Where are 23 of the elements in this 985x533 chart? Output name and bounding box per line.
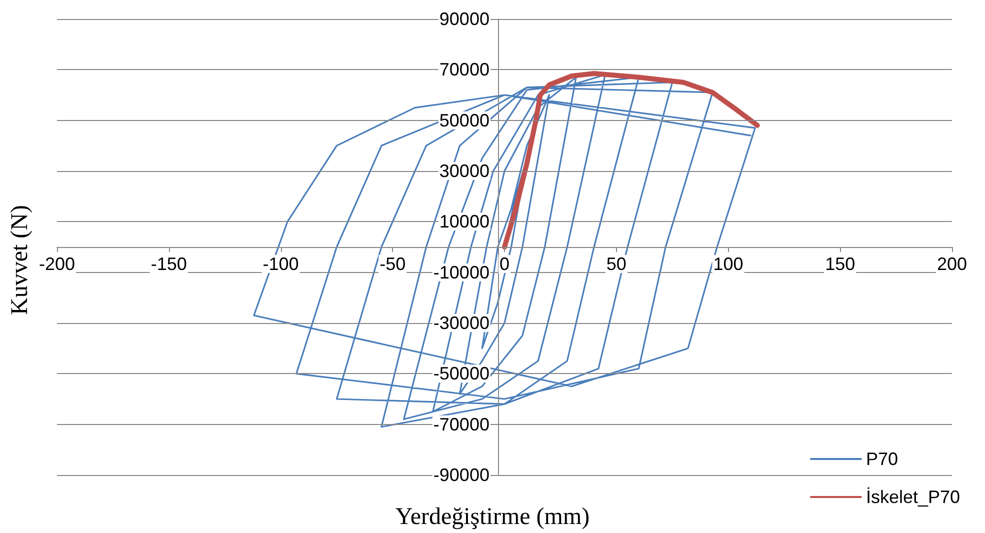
y-tick-label: 10000 [439,212,490,232]
y-tick-label: 70000 [439,60,490,80]
legend-label: İskelet_P70 [866,487,960,507]
y-tick-label: -70000 [433,414,490,434]
y-tick-label: -30000 [433,313,490,333]
x-tick-label: -100 [262,254,299,274]
x-tick-label: -50 [380,254,406,274]
x-tick-label: 0 [499,254,510,274]
x-tick-label: 200 [936,254,968,274]
y-tick-label: 30000 [439,161,490,181]
legend-label: P70 [866,449,898,469]
x-axis-title: Yerdeğiştirme (mm) [395,504,590,530]
x-tick-label: 150 [825,254,856,274]
y-tick-label: -10000 [433,262,490,282]
x-tick-label: -150 [150,254,187,274]
x-tick-label: 100 [713,254,744,274]
y-tick-label: -90000 [433,465,490,485]
y-tick-label: 50000 [439,110,490,130]
y-tick-label: 90000 [439,9,490,29]
y-tick-label: -50000 [433,364,490,384]
y-axis-title: Kuvvet (N) [7,205,33,315]
x-tick-label: 50 [606,254,626,274]
x-tick-label: -200 [38,254,76,274]
